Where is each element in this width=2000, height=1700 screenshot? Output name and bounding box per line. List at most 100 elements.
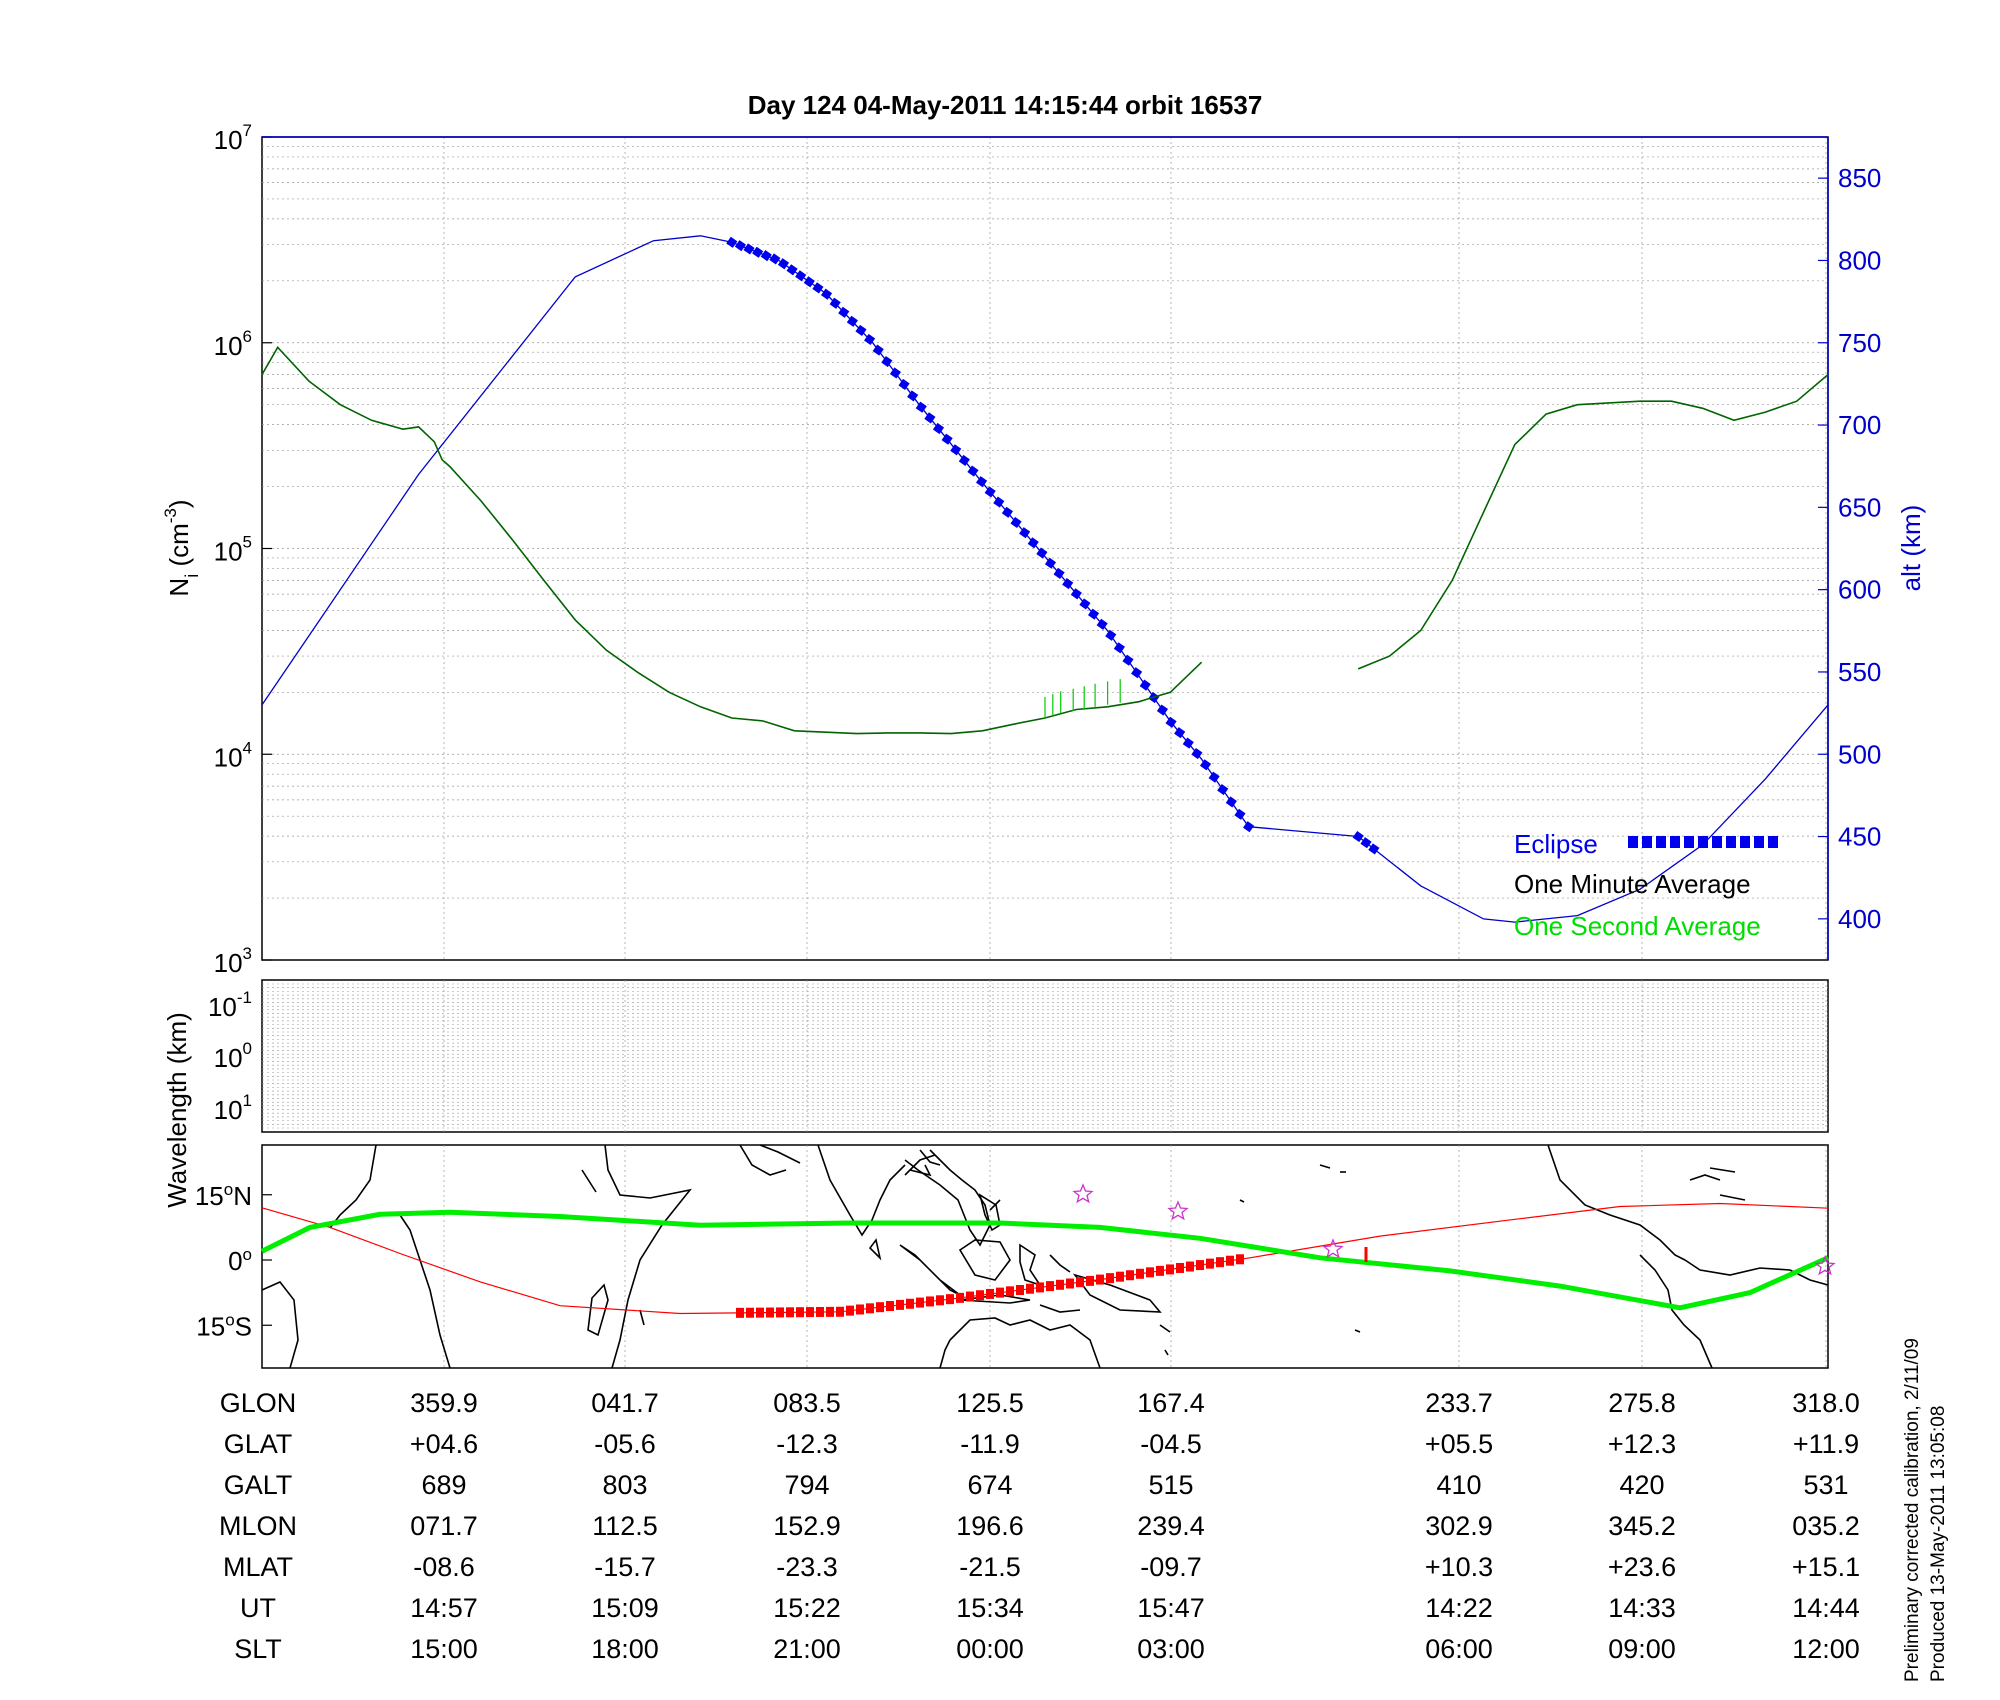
svg-text:Ni (cm-3): Ni (cm-3): [161, 499, 202, 596]
eclipse-marker: [898, 378, 910, 391]
wavelength-panel: 10-1 100 101 Wavelength (km): [162, 979, 1829, 1208]
eclipse-marker: [820, 288, 833, 300]
legend-eclipse-swatch-mark: [1754, 836, 1764, 848]
table-cell: 14:33: [1608, 1593, 1676, 1623]
eclipse-marker: [1225, 796, 1237, 808]
eclipse-marker: [924, 412, 936, 424]
table-cell: 302.9: [1425, 1511, 1493, 1541]
eclipse-marker: [984, 486, 996, 498]
table-row-label: GLAT: [224, 1429, 293, 1459]
table-cell: -04.5: [1140, 1429, 1202, 1459]
eclipse-track-marker: [906, 1298, 914, 1309]
eclipse-marker: [1122, 654, 1134, 666]
legend-second-label: One Second Average: [1514, 911, 1761, 941]
table-cell: 196.6: [956, 1511, 1024, 1541]
density-y-ticks: 103 104 105 106 107: [214, 121, 272, 978]
legend-eclipse-swatch-mark: [1726, 836, 1736, 848]
table-cell: -15.7: [594, 1552, 656, 1582]
eclipse-marker: [872, 344, 884, 356]
wavelength-y-tick-label: 10-1: [208, 988, 252, 1022]
chart-title: Day 124 04-May-2011 14:15:44 orbit 16537: [748, 90, 1263, 120]
one-minute-average-line: [261, 345, 1829, 735]
table-row-label: UT: [240, 1593, 276, 1623]
eclipse-marker: [760, 250, 772, 262]
altitude-y-label: alt (km): [1896, 505, 1926, 592]
density-panel: 103 104 105 106 107 400 450 500 550 600 650 700 750…: [161, 121, 1926, 978]
table-cell: 14:57: [410, 1593, 478, 1623]
table-cell: 410: [1436, 1470, 1481, 1500]
eclipse-track-marker: [1146, 1267, 1154, 1278]
eclipse-marker: [1062, 578, 1074, 590]
legend-minute-label: One Minute Average: [1514, 869, 1751, 899]
density-y-tick-label: 105: [214, 533, 252, 567]
eclipse-track-marker: [896, 1299, 904, 1310]
eclipse-track-marker: [846, 1305, 854, 1316]
table-cell: 035.2: [1792, 1511, 1860, 1541]
eclipse-marker: [1070, 588, 1082, 600]
footer-calibration-note: Preliminary corrected calibration, 2/11/…: [1902, 1338, 1923, 1682]
eclipse-track-marker: [1136, 1268, 1144, 1279]
table-row-label: GALT: [224, 1470, 293, 1500]
eclipse-track-marker: [1086, 1275, 1094, 1286]
eclipse-track-marker: [956, 1292, 964, 1303]
map-y-tick-label: 15oN: [195, 1180, 252, 1211]
table-cell: 14:22: [1425, 1593, 1493, 1623]
altitude-y-tick-label: 600: [1838, 575, 1881, 605]
eclipse-marker: [1010, 516, 1022, 529]
legend-eclipse-swatch-mark: [1698, 836, 1708, 848]
eclipse-marker: [1113, 642, 1125, 654]
eclipse-track-marker: [806, 1307, 814, 1318]
station-star-icon: [1814, 1255, 1836, 1276]
table-cell: 041.7: [591, 1388, 659, 1418]
table-cell: 00:00: [956, 1634, 1024, 1664]
eclipse-track-marker: [786, 1307, 794, 1318]
density-y-tick-label: 107: [214, 121, 252, 155]
altitude-y-tick-label: 500: [1838, 739, 1881, 769]
eclipse-marker: [976, 476, 988, 488]
table-cell: 239.4: [1137, 1511, 1205, 1541]
altitude-y-tick-label: 400: [1838, 904, 1881, 934]
eclipse-marker: [769, 253, 781, 265]
legend-eclipse-swatch: [1628, 836, 1778, 848]
table-cell: 15:34: [956, 1593, 1024, 1623]
eclipse-marker: [1019, 527, 1031, 539]
eclipse-track-marker: [856, 1304, 864, 1315]
table-cell: +04.6: [410, 1429, 478, 1459]
station-markers: [1072, 1183, 1836, 1276]
eclipse-track-marker: [776, 1307, 784, 1318]
legend-eclipse-swatch-mark: [1656, 836, 1666, 848]
eclipse-marker: [932, 422, 945, 435]
eclipse-marker: [1096, 618, 1108, 630]
eclipse-marker: [752, 246, 764, 258]
wavelength-grid: [262, 980, 1828, 1132]
eclipse-marker: [1360, 837, 1372, 849]
legend-eclipse-swatch-mark: [1740, 836, 1750, 848]
eclipse-marker: [1199, 759, 1212, 771]
table-cell: 233.7: [1425, 1388, 1493, 1418]
station-star-icon: [1072, 1183, 1094, 1204]
eclipse-marker: [1208, 771, 1220, 783]
table-cell: 803: [602, 1470, 647, 1500]
eclipse-marker: [1027, 537, 1039, 549]
eclipse-marker: [1131, 667, 1143, 679]
table-cell: 21:00: [773, 1634, 841, 1664]
eclipse-track-marker: [1196, 1260, 1204, 1271]
eclipse-marker: [734, 240, 746, 252]
table-cell: 18:00: [591, 1634, 659, 1664]
eclipse-track-marker: [836, 1306, 844, 1317]
table-cell: 794: [784, 1470, 829, 1500]
eclipse-marker: [958, 454, 970, 466]
eclipse-track-marker: [1006, 1286, 1014, 1297]
coastlines: [261, 1144, 1829, 1369]
eclipse-marker: [950, 444, 962, 456]
table-cell: 03:00: [1137, 1634, 1205, 1664]
eclipse-marker: [889, 367, 902, 379]
table-row-label: GLON: [220, 1388, 297, 1418]
eclipse-marker: [1044, 557, 1057, 569]
eclipse-track-marker: [966, 1291, 974, 1302]
table-row-label: MLON: [219, 1511, 297, 1541]
eclipse-track-marker: [986, 1288, 994, 1299]
map-axes-box: [261, 1144, 1829, 1369]
altitude-y-ticks: 400 450 500 550 600 650 700 750 800 850: [1818, 163, 1881, 934]
